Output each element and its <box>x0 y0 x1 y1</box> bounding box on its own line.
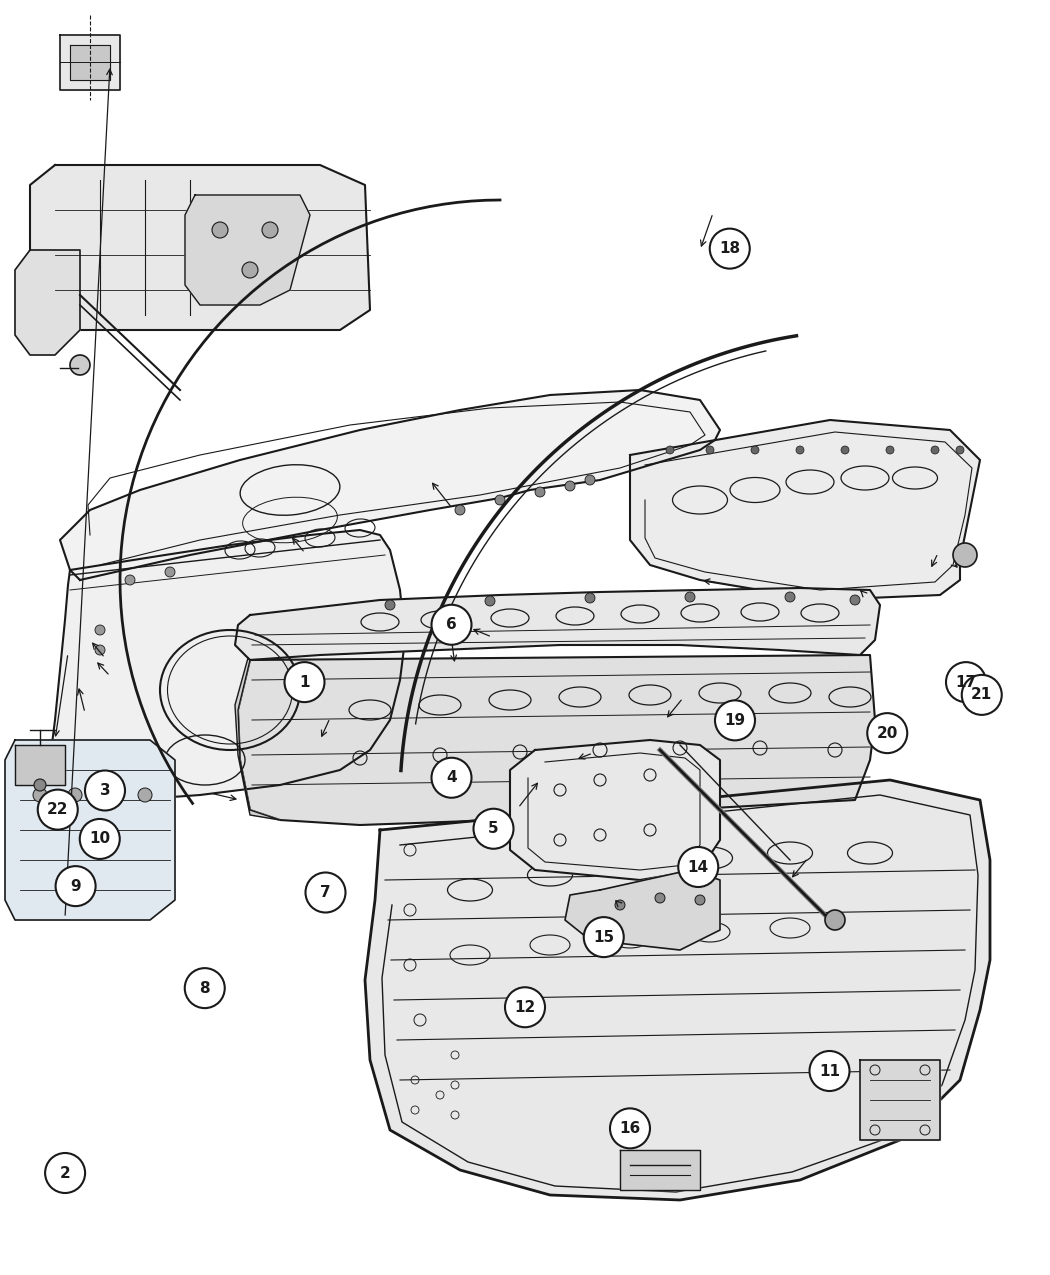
Text: 21: 21 <box>971 687 992 703</box>
Text: 20: 20 <box>877 725 898 741</box>
Polygon shape <box>15 745 65 785</box>
Polygon shape <box>60 390 720 580</box>
Circle shape <box>953 543 976 567</box>
Text: 10: 10 <box>89 831 110 847</box>
Circle shape <box>841 446 849 454</box>
Circle shape <box>432 757 471 798</box>
Text: 19: 19 <box>724 713 746 728</box>
Circle shape <box>710 228 750 269</box>
Text: 3: 3 <box>100 783 110 798</box>
Text: 6: 6 <box>446 617 457 632</box>
Circle shape <box>536 487 545 497</box>
Circle shape <box>80 819 120 859</box>
Circle shape <box>94 625 105 635</box>
Circle shape <box>85 770 125 811</box>
Circle shape <box>751 446 759 454</box>
Text: 17: 17 <box>956 674 976 690</box>
Circle shape <box>585 593 595 603</box>
Circle shape <box>432 604 471 645</box>
Circle shape <box>242 261 258 278</box>
Circle shape <box>455 505 465 515</box>
Circle shape <box>125 575 135 585</box>
Circle shape <box>165 567 175 578</box>
Text: 14: 14 <box>688 859 709 875</box>
Circle shape <box>615 900 625 910</box>
Polygon shape <box>235 588 880 660</box>
Circle shape <box>56 866 96 907</box>
Circle shape <box>685 592 695 602</box>
Text: 5: 5 <box>488 821 499 836</box>
Polygon shape <box>630 419 980 601</box>
Circle shape <box>678 847 718 887</box>
Polygon shape <box>5 740 175 921</box>
Circle shape <box>505 987 545 1028</box>
Text: 15: 15 <box>593 929 614 945</box>
Circle shape <box>138 788 152 802</box>
Circle shape <box>185 968 225 1009</box>
Text: 22: 22 <box>47 802 68 817</box>
Circle shape <box>285 662 324 703</box>
Text: 16: 16 <box>620 1121 640 1136</box>
Circle shape <box>68 788 82 802</box>
Circle shape <box>655 892 665 903</box>
Circle shape <box>796 446 804 454</box>
Text: 4: 4 <box>446 770 457 785</box>
Polygon shape <box>565 870 720 950</box>
Circle shape <box>825 910 845 929</box>
Text: 9: 9 <box>70 878 81 894</box>
Circle shape <box>931 446 939 454</box>
Polygon shape <box>365 780 990 1200</box>
Circle shape <box>956 446 964 454</box>
Circle shape <box>666 446 674 454</box>
Circle shape <box>946 662 986 703</box>
Text: 8: 8 <box>200 980 210 996</box>
Circle shape <box>34 779 46 790</box>
Circle shape <box>585 476 595 484</box>
Circle shape <box>695 895 705 905</box>
Polygon shape <box>60 34 120 91</box>
Circle shape <box>785 592 795 602</box>
Polygon shape <box>15 250 80 354</box>
Text: 7: 7 <box>320 885 331 900</box>
Circle shape <box>565 481 575 491</box>
Circle shape <box>610 1108 650 1149</box>
Circle shape <box>706 446 714 454</box>
Circle shape <box>485 595 495 606</box>
Text: 2: 2 <box>60 1165 70 1181</box>
Polygon shape <box>30 164 370 330</box>
Polygon shape <box>238 655 875 825</box>
Circle shape <box>474 808 513 849</box>
Circle shape <box>103 788 117 802</box>
Circle shape <box>94 645 105 655</box>
Polygon shape <box>620 1150 700 1190</box>
Polygon shape <box>235 658 280 820</box>
Polygon shape <box>860 1060 940 1140</box>
Circle shape <box>385 601 395 609</box>
Circle shape <box>584 917 624 958</box>
Polygon shape <box>50 530 405 799</box>
Circle shape <box>45 1153 85 1193</box>
Circle shape <box>262 222 278 238</box>
Circle shape <box>867 713 907 754</box>
Text: 11: 11 <box>819 1063 840 1079</box>
Circle shape <box>306 872 345 913</box>
Text: 1: 1 <box>299 674 310 690</box>
Polygon shape <box>510 740 720 880</box>
Polygon shape <box>185 195 310 305</box>
Circle shape <box>33 788 47 802</box>
Circle shape <box>495 495 505 505</box>
Circle shape <box>886 446 894 454</box>
Polygon shape <box>70 45 110 80</box>
Text: 18: 18 <box>719 241 740 256</box>
Circle shape <box>962 674 1002 715</box>
Circle shape <box>850 595 860 606</box>
Circle shape <box>810 1051 849 1091</box>
Circle shape <box>70 354 90 375</box>
Circle shape <box>212 222 228 238</box>
Circle shape <box>715 700 755 741</box>
Circle shape <box>38 789 78 830</box>
Text: 12: 12 <box>514 1000 536 1015</box>
